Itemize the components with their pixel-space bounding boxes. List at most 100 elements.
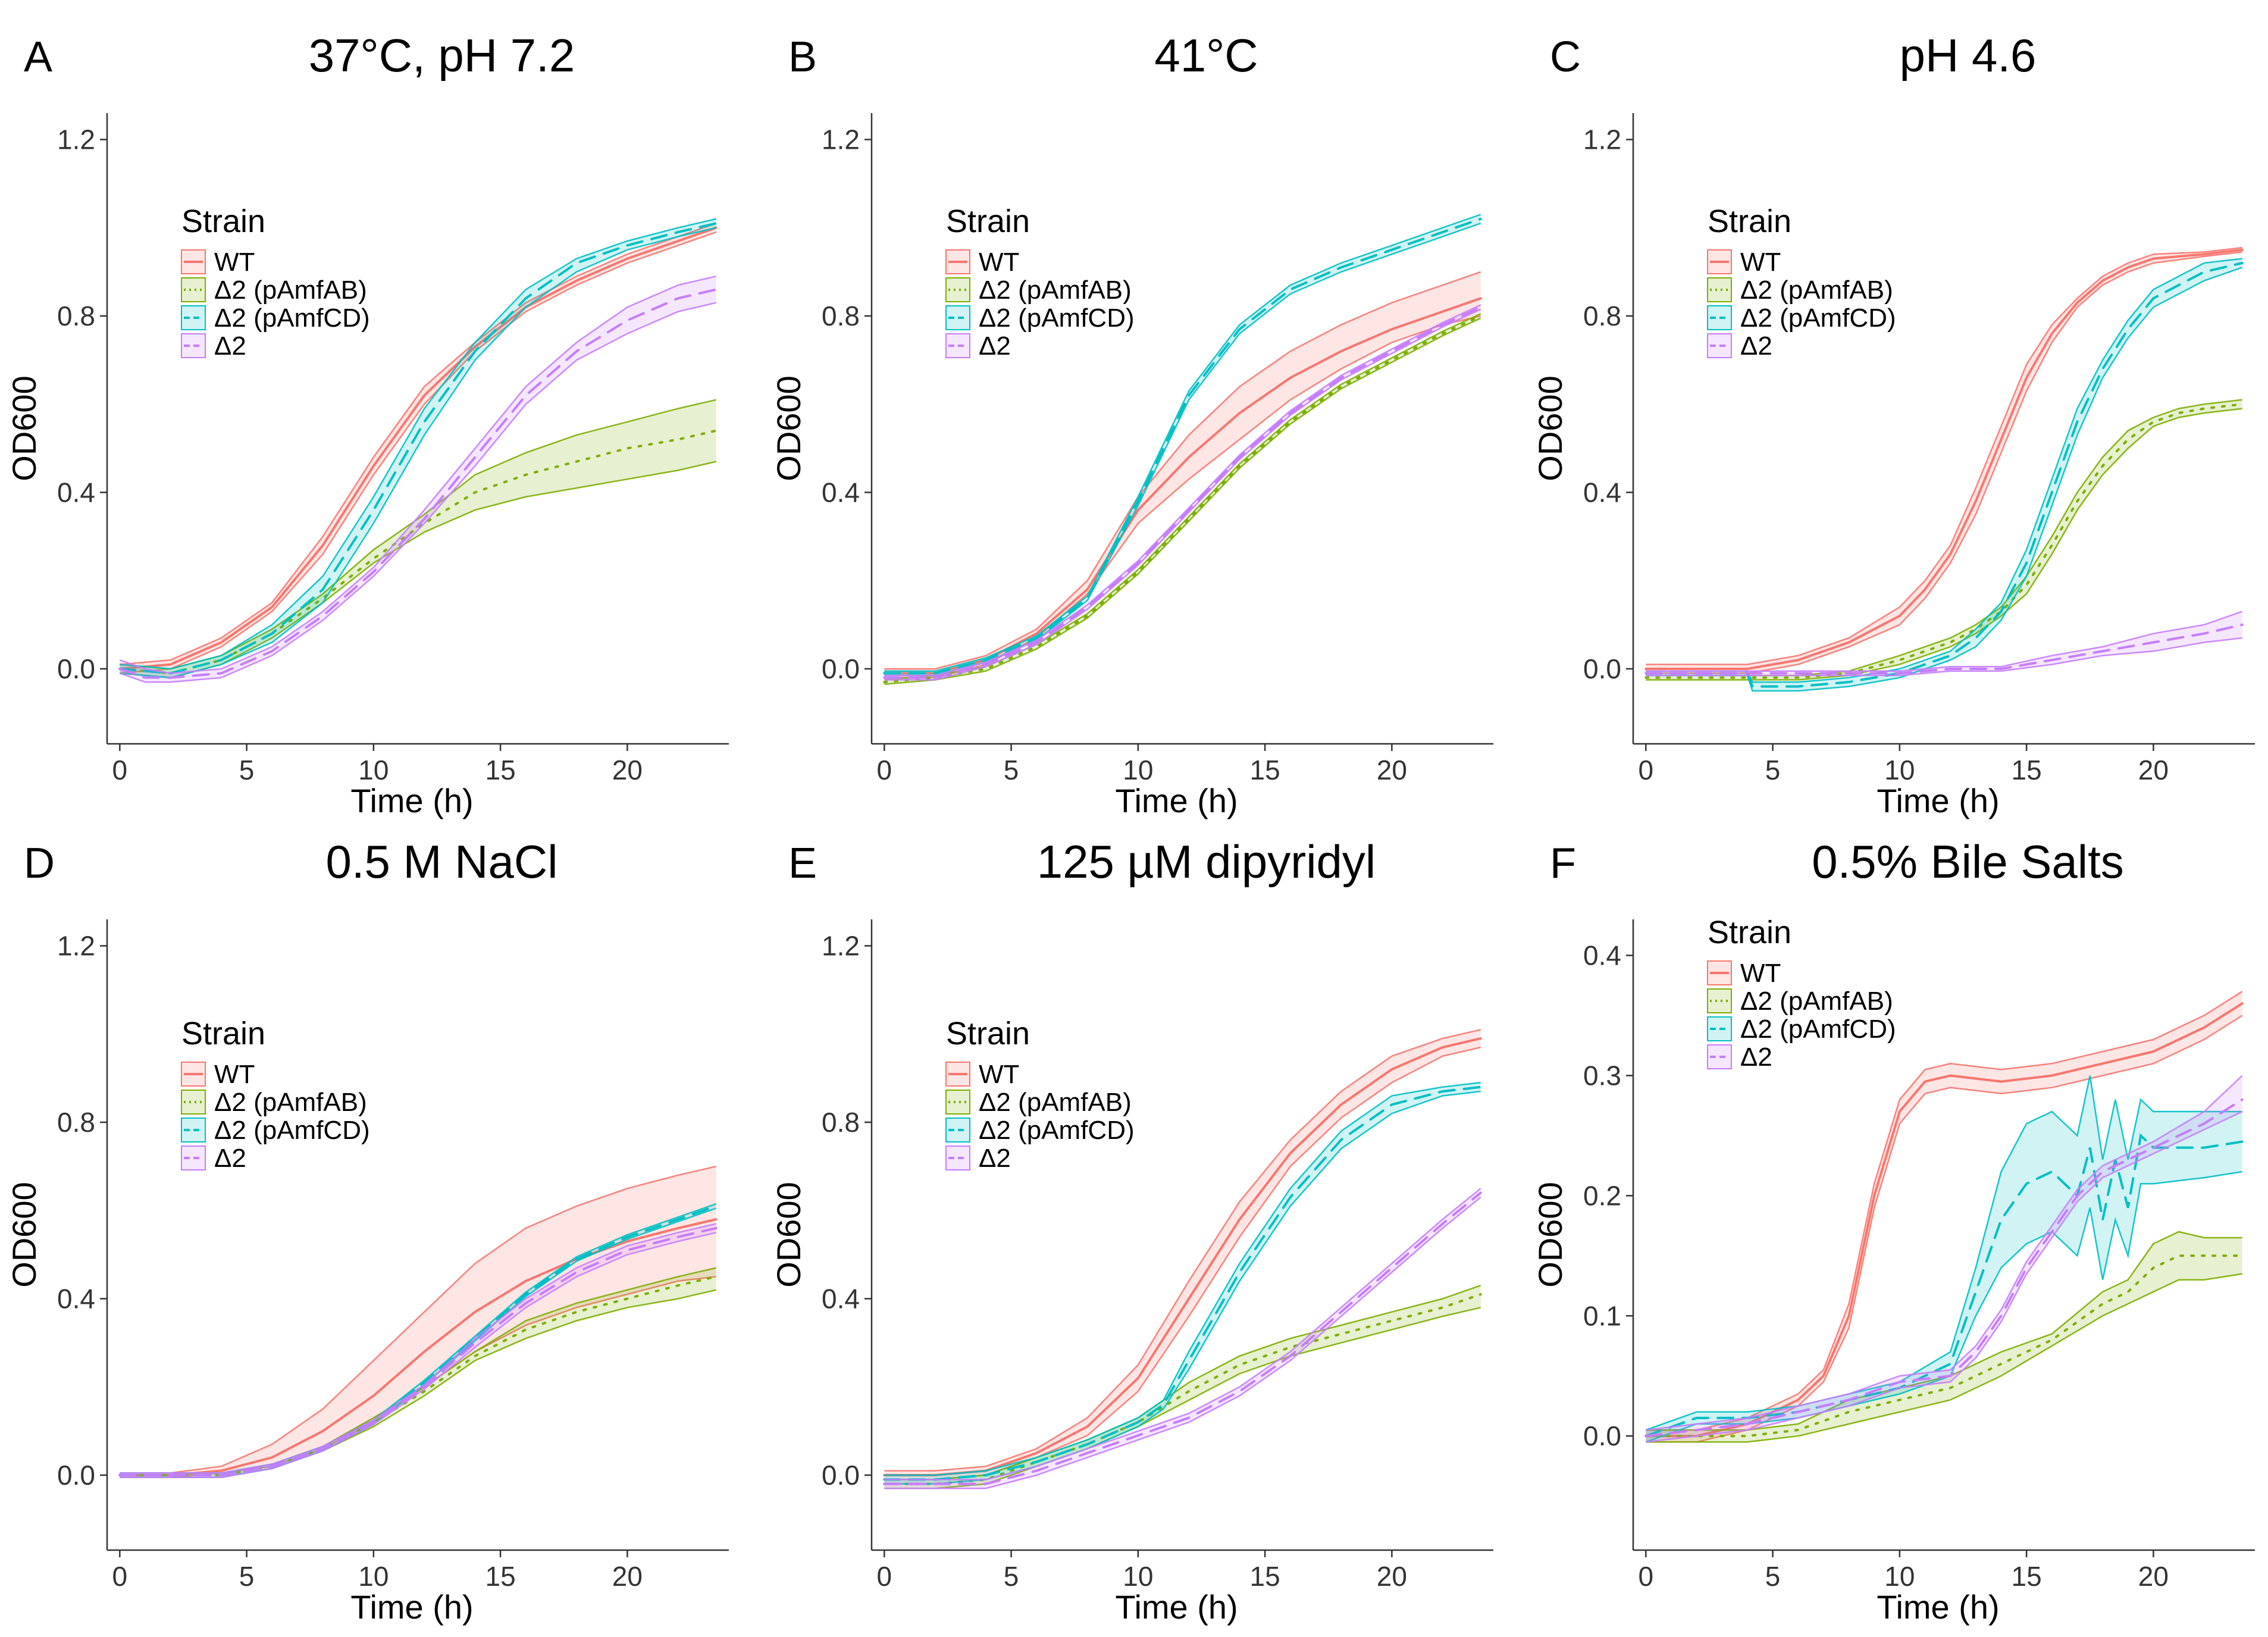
ribbon [1646, 258, 2242, 691]
y-tick-label: 1.2 [1583, 124, 1621, 155]
x-tick-label: 5 [1765, 755, 1781, 785]
legend-label: Δ2 [1740, 331, 1772, 361]
x-axis-label: Time (h) [350, 1588, 473, 1626]
legend-label: Δ2 (pAmfCD) [979, 1116, 1135, 1145]
panel-letter: E [788, 840, 817, 887]
ribbon-lower-line [119, 302, 716, 683]
x-tick-label: 10 [1123, 1561, 1153, 1592]
legend-title: Strain [946, 1016, 1030, 1051]
ribbon [1646, 248, 2242, 674]
ribbon-lower-line [884, 308, 1481, 681]
ribbon-upper-line [1646, 1231, 2242, 1431]
ribbon-upper-line [120, 1165, 716, 1474]
x-axis-label: Time (h) [1877, 1588, 1999, 1626]
y-tick-label: 0.4 [57, 477, 95, 508]
ribbon [884, 314, 1481, 684]
x-tick-label: 15 [485, 1561, 516, 1592]
x-tick-label: 20 [2138, 1561, 2169, 1592]
ribbon [120, 276, 716, 683]
ribbon-lower-line [884, 317, 1481, 686]
ribbon-upper-line [120, 1223, 716, 1474]
ribbon-lower-line [1646, 637, 2242, 677]
ribbon [120, 1166, 716, 1478]
y-tick-label: 0.4 [1583, 940, 1621, 971]
panel-letter: D [24, 840, 55, 887]
series-2-pamfab [883, 313, 1482, 686]
ribbon-upper-line [1646, 258, 2242, 683]
panel-f: F 0.5% Bile Salts 0.0 0.1 0.2 0.3 0.4 0 5 10 15 20 T… [1531, 835, 2255, 1626]
x-tick-label: 5 [239, 1561, 255, 1592]
ribbon-lower-line [1646, 251, 2242, 674]
panel-letter: C [1550, 33, 1581, 81]
mean-line [118, 1275, 718, 1476]
x-tick-label: 5 [1004, 1561, 1019, 1592]
ribbon-upper-line [884, 313, 1481, 681]
x-tick-label: 15 [1250, 1561, 1280, 1592]
mean-line [1644, 1254, 2244, 1438]
y-tick-label: 0.8 [57, 301, 95, 331]
y-axis-label: OD600 [1531, 375, 1569, 481]
ribbon-upper-line [884, 304, 1481, 677]
mean-line [883, 1293, 1482, 1485]
x-tick-label: 15 [2012, 755, 2042, 785]
ribbon [884, 1285, 1481, 1489]
y-tick-label: 0.4 [1583, 477, 1621, 508]
mean-line [883, 217, 1482, 675]
ribbon-upper-line [1646, 246, 2242, 665]
legend-label: Δ2 (pAmfCD) [214, 1116, 370, 1145]
y-tick-label: 0.2 [1583, 1180, 1621, 1211]
mean-line [1644, 1098, 2244, 1438]
x-tick-label: 20 [612, 1561, 643, 1592]
legend-label: WT [214, 1060, 255, 1089]
panel-title: 37°C, pH 7.2 [309, 29, 575, 82]
x-tick-label: 0 [877, 1561, 892, 1592]
ribbon [884, 1188, 1481, 1489]
panel-title: 125 µM dipyridyl [1037, 835, 1376, 888]
mean-line [1644, 262, 2244, 688]
y-tick-label: 0.0 [1583, 653, 1621, 684]
series-2-pamfcd [1644, 258, 2244, 692]
ribbon [1646, 1232, 2242, 1442]
panel-letter: F [1550, 840, 1576, 887]
mean-line [883, 1085, 1482, 1481]
panel-e: E 125 µM dipyridyl 0.0 0.4 0.8 1.2 0 5 10 15 20 Tim… [770, 835, 1493, 1626]
y-tick-label: 0.4 [822, 477, 860, 508]
x-tick-label: 20 [612, 755, 643, 785]
series-wt [883, 271, 1482, 679]
ribbon-lower-line [1646, 1110, 2243, 1443]
legend-title: Strain [181, 1016, 265, 1051]
panel-title: 41°C [1154, 29, 1258, 82]
legend-label: WT [979, 248, 1019, 277]
x-tick-label: 10 [358, 1561, 389, 1592]
ribbon [1646, 611, 2242, 676]
x-tick-label: 0 [1639, 755, 1654, 785]
ribbon-lower-line [1646, 267, 2243, 692]
x-tick-label: 10 [1884, 755, 1915, 785]
y-axis-label: OD600 [5, 375, 43, 481]
x-tick-label: 10 [358, 755, 389, 785]
legend-label: Δ2 (pAmfAB) [979, 276, 1132, 305]
legend-title: Strain [946, 204, 1030, 239]
legend-label: Δ2 (pAmfAB) [1740, 987, 1893, 1016]
legend-label: Δ2 [214, 331, 246, 361]
x-tick-label: 0 [877, 755, 892, 785]
x-tick-label: 0 [112, 1561, 128, 1592]
ribbon-upper-line [1646, 611, 2243, 672]
mean-line [883, 315, 1482, 684]
y-axis-label: OD600 [770, 1182, 807, 1287]
x-tick-label: 20 [1377, 755, 1407, 785]
panel-title: pH 4.6 [1900, 29, 2037, 82]
ribbon-lower-line [884, 315, 1481, 679]
legend-label: WT [979, 1060, 1019, 1089]
legend-label: Δ2 [214, 1144, 246, 1173]
ribbon-lower-line [1646, 408, 2242, 681]
y-axis-label: OD600 [5, 1182, 43, 1287]
y-tick-label: 0.4 [822, 1283, 860, 1314]
legend-label: Δ2 (pAmfAB) [979, 1088, 1132, 1117]
ribbon [120, 399, 716, 678]
